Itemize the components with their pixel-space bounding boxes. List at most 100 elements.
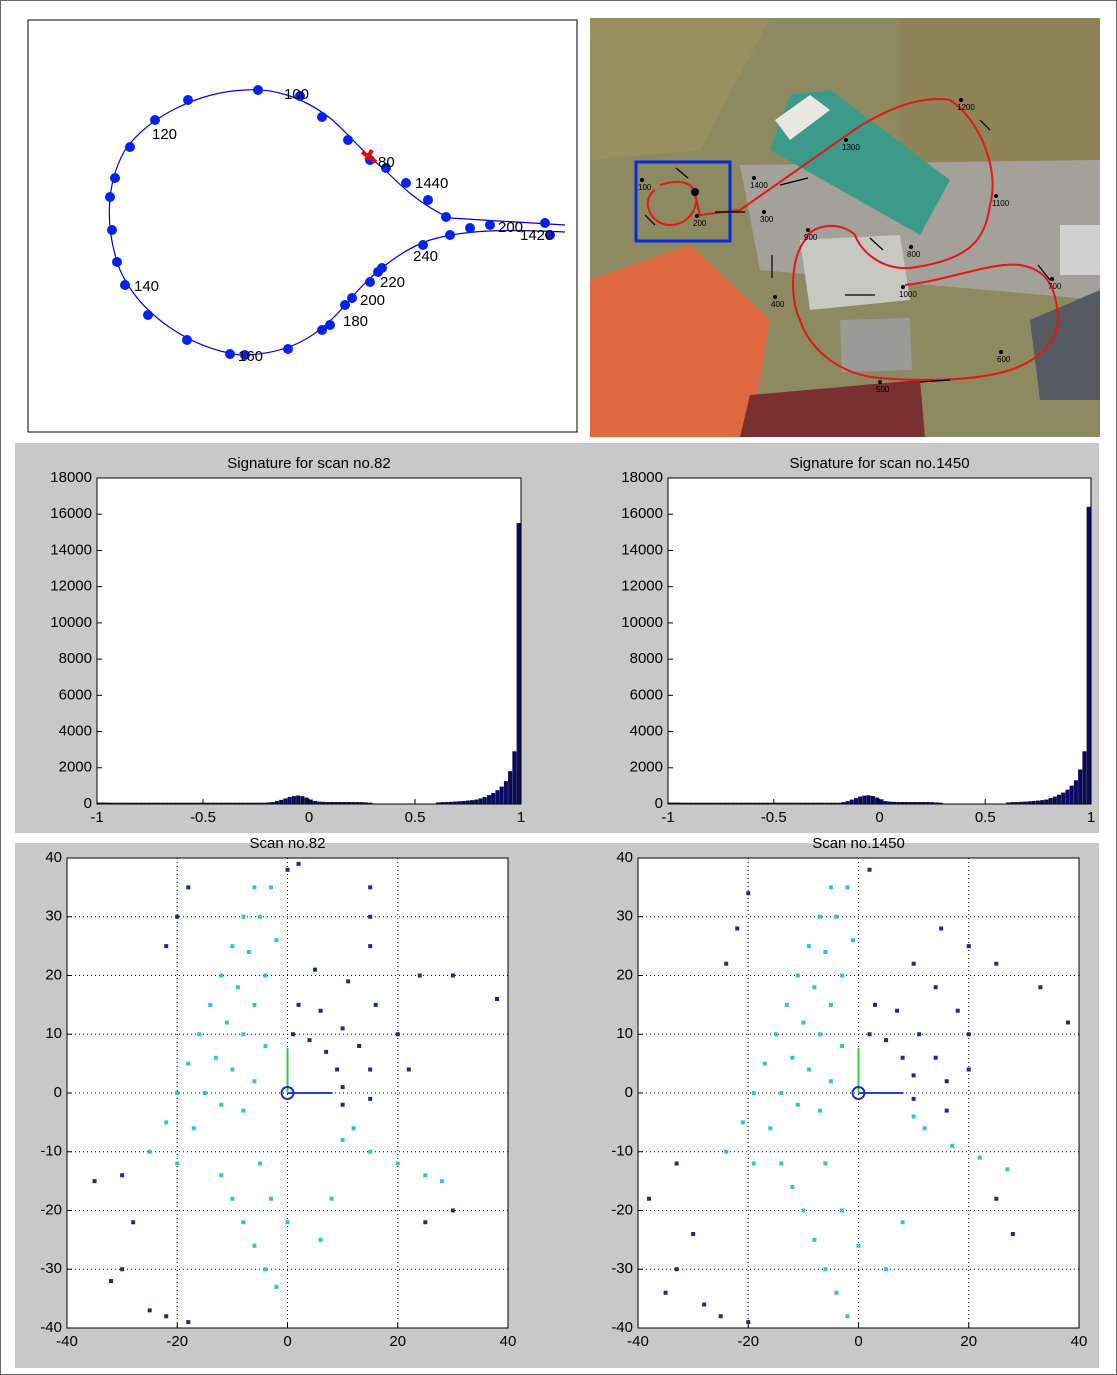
axes-frame: [96, 477, 522, 805]
y-tick-label: 16000: [621, 505, 663, 522]
map-label: 1200: [957, 103, 975, 112]
x-tick-label: 1: [1087, 809, 1095, 826]
bar: [508, 771, 513, 805]
axes-frame: [667, 477, 1092, 805]
scan-point: [357, 1044, 362, 1048]
map-label: 400: [771, 300, 785, 309]
y-tick-label: -30: [611, 1260, 633, 1277]
y-tick-label: 10: [45, 1025, 62, 1042]
scan-point: [186, 1061, 191, 1066]
x-tick-label: 20: [389, 1333, 406, 1350]
bar: [474, 799, 479, 805]
scan-point: [318, 1008, 323, 1013]
scan-point: [939, 926, 944, 931]
scan-point: [691, 1232, 696, 1236]
trajectory-label: 100: [284, 86, 309, 103]
scan-point: [346, 979, 351, 984]
scan-point: [966, 1032, 971, 1037]
scan-point: [175, 1161, 180, 1166]
y-tick-label: -40: [611, 1319, 633, 1336]
scan-point: [439, 1179, 444, 1184]
scan-point: [268, 885, 273, 890]
scan-point: [120, 1267, 125, 1272]
scan-point: [175, 1091, 180, 1095]
trajectory-label: 240: [413, 248, 438, 265]
waypoint: [640, 178, 644, 182]
scan-point: [839, 1044, 844, 1048]
y-tick-label: -20: [40, 1201, 62, 1218]
chart-title: Scan no.82: [250, 835, 326, 852]
x-tick-label: 0.5: [975, 809, 996, 826]
bar: [291, 796, 296, 805]
axes-frame: [637, 857, 1080, 1329]
scan-point: [812, 985, 817, 990]
scan-point: [735, 926, 740, 931]
bar: [853, 798, 858, 805]
scan-point: [373, 1002, 378, 1007]
trajectory-label: 180: [343, 313, 368, 330]
x-tick-label: 20: [960, 1333, 977, 1350]
scan-point: [494, 997, 499, 1001]
bar: [1078, 769, 1083, 805]
scan-point: [263, 973, 268, 978]
scan-point: [911, 1073, 916, 1078]
x-tick-label: 0: [875, 809, 883, 826]
y-tick-label: 20: [45, 966, 62, 983]
scan-point: [329, 1196, 334, 1201]
scan-point: [806, 1067, 811, 1072]
bar: [1082, 751, 1087, 805]
map-label: 200: [693, 219, 707, 228]
scan-point: [252, 1002, 257, 1007]
y-tick-label: 30: [45, 908, 62, 925]
scan-point: [867, 1032, 872, 1037]
scan-point: [873, 1002, 878, 1007]
scan-point: [340, 1085, 345, 1090]
bar: [862, 795, 867, 805]
scan-point: [950, 1143, 955, 1148]
scan-point: [175, 914, 180, 919]
bar: [1069, 785, 1074, 805]
waypoint: [1050, 277, 1054, 281]
current-marker: [360, 148, 378, 164]
y-tick-label: -10: [40, 1143, 62, 1160]
scan-point: [241, 1032, 246, 1037]
scan-point: [817, 1032, 822, 1037]
waypoint: [762, 210, 766, 214]
trajectory-label: 1440: [415, 175, 448, 192]
scan-point: [164, 944, 169, 949]
axes-frame: [66, 857, 509, 1329]
scan-point: [845, 1314, 850, 1319]
bar: [1052, 796, 1057, 805]
scan-point: [241, 1220, 246, 1225]
waypoint: [752, 176, 756, 180]
scan-point: [977, 1155, 982, 1160]
scan-point: [801, 1020, 806, 1025]
scan-point: [208, 1002, 213, 1007]
scan-point: [966, 1067, 971, 1072]
scan-point: [933, 1055, 938, 1060]
map-label: 1100: [992, 199, 1010, 208]
scan-point: [219, 1102, 224, 1107]
scan-point: [368, 1149, 373, 1154]
y-tick-label: 16000: [50, 505, 92, 522]
x-tick-label: 40: [1071, 1333, 1088, 1350]
y-tick-label: 10000: [50, 614, 92, 631]
scan-point: [1065, 1020, 1070, 1025]
scan-point: [817, 1108, 822, 1113]
scan-point: [724, 1149, 729, 1154]
chart-title: Scan no.1450: [812, 835, 905, 852]
scan-point: [257, 1161, 262, 1166]
scan-point: [779, 1091, 784, 1095]
scan-point: [246, 950, 251, 954]
scan-point: [884, 1267, 889, 1272]
x-tick-label: -1: [661, 809, 674, 826]
scan-point: [812, 1237, 817, 1242]
scan-point: [92, 1179, 97, 1184]
scan-point: [1010, 1232, 1015, 1236]
bar: [1086, 506, 1091, 805]
y-tick-label: -20: [611, 1201, 633, 1218]
y-tick-label: 18000: [621, 469, 663, 486]
bar: [849, 799, 854, 805]
scan-point: [197, 1032, 202, 1037]
scan-point: [313, 967, 318, 972]
